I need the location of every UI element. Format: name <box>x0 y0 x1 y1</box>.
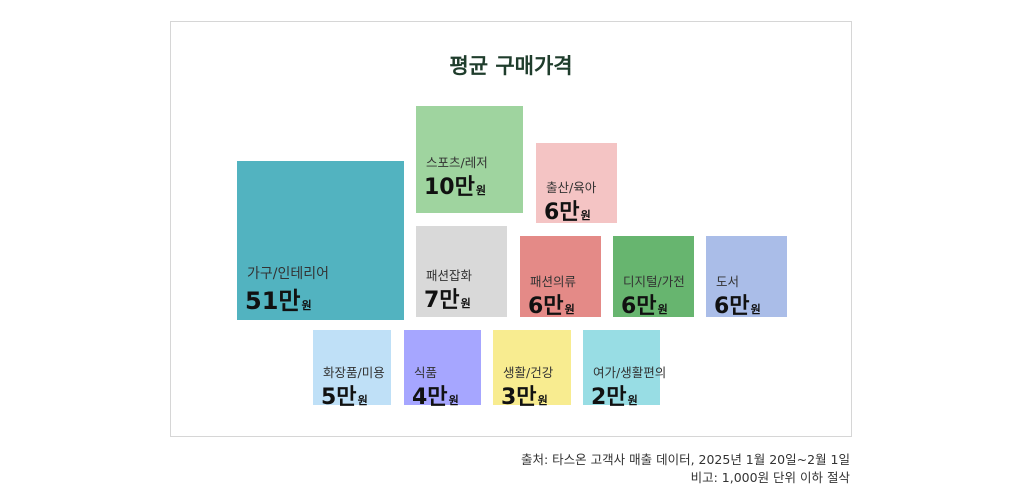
tile-category-label: 도서 <box>716 274 740 289</box>
treemap-tile: 출산/육아 6만원 <box>536 143 617 226</box>
tile-category-label: 여가/생활편의 <box>593 365 667 380</box>
tile-value-label: 3만원 <box>501 379 548 411</box>
treemap-tile: 식품 4만원 <box>404 330 481 410</box>
tile-value-number: 5만 <box>321 385 357 410</box>
chart-title: 평균 구매가격 <box>449 54 573 78</box>
tile-value-number: 3만 <box>501 385 537 410</box>
tile-value-unit: 원 <box>537 394 548 407</box>
treemap-tile: 디지털/가전 6만원 <box>613 236 694 320</box>
tile-value-number: 51만 <box>245 287 301 315</box>
tile-value-unit: 원 <box>750 303 761 316</box>
tile-value-label: 6만원 <box>544 194 591 226</box>
tile-value-label: 10만원 <box>424 169 486 201</box>
tile-value-unit: 원 <box>301 299 312 312</box>
tile-value-label: 2만원 <box>591 379 638 411</box>
treemap-tile: 화장품/미용 5만원 <box>313 330 391 410</box>
tile-value-number: 6만 <box>528 294 564 319</box>
source-note: 출처: 타스온 고객사 매출 데이터, 2025년 1월 20일~2월 1일 비… <box>521 451 850 487</box>
tile-value-label: 6만원 <box>621 288 668 320</box>
tile-value-label: 4만원 <box>412 379 459 411</box>
treemap-tile: 생활/건강 3만원 <box>493 330 571 410</box>
tile-value-number: 10만 <box>424 175 475 200</box>
tile-category-label: 가구/인테리어 <box>247 266 329 282</box>
tile-category-label: 출산/육아 <box>546 180 597 195</box>
treemap-tile: 스포츠/레저 10만원 <box>416 106 523 213</box>
tile-value-unit: 원 <box>460 297 471 310</box>
tile-value-number: 2만 <box>591 385 627 410</box>
tile-value-unit: 원 <box>475 184 486 197</box>
tile-value-number: 6만 <box>621 294 657 319</box>
treemap-tile: 패션의류 6만원 <box>520 236 601 320</box>
treemap-tile: 여가/생활편의 2만원 <box>583 330 666 410</box>
tile-category-label: 스포츠/레저 <box>426 155 488 170</box>
remark-text: 비고: 1,000원 단위 이하 절삭 <box>690 470 850 485</box>
tile-value-label: 5만원 <box>321 379 368 411</box>
tile-value-unit: 원 <box>357 394 368 407</box>
tile-value-label: 7만원 <box>424 282 471 314</box>
tile-category-label: 패션의류 <box>530 274 577 289</box>
treemap-tile: 패션잡화 7만원 <box>416 226 507 317</box>
tile-value-label: 6만원 <box>714 288 761 320</box>
tile-value-number: 4만 <box>412 385 448 410</box>
tile-value-label: 6만원 <box>528 288 575 320</box>
tile-value-unit: 원 <box>580 209 591 222</box>
tile-value-unit: 원 <box>564 303 575 316</box>
treemap-tile: 가구/인테리어 51만원 <box>237 161 404 320</box>
source-text: 출처: 타스온 고객사 매출 데이터, 2025년 1월 20일~2월 1일 <box>520 452 850 467</box>
tile-value-label: 51만원 <box>245 281 312 316</box>
tile-category-label: 화장품/미용 <box>323 365 385 380</box>
treemap-tile: 도서 6만원 <box>706 236 787 320</box>
tile-category-label: 디지털/가전 <box>623 274 685 289</box>
tile-value-number: 6만 <box>544 200 580 225</box>
tile-value-number: 7만 <box>424 288 460 313</box>
tile-value-unit: 원 <box>448 394 459 407</box>
tile-category-label: 생활/건강 <box>503 365 554 380</box>
tile-value-number: 6만 <box>714 294 750 319</box>
tile-value-unit: 원 <box>627 394 638 407</box>
tile-category-label: 패션잡화 <box>426 268 473 283</box>
tile-value-unit: 원 <box>657 303 668 316</box>
tile-category-label: 식품 <box>414 365 438 380</box>
